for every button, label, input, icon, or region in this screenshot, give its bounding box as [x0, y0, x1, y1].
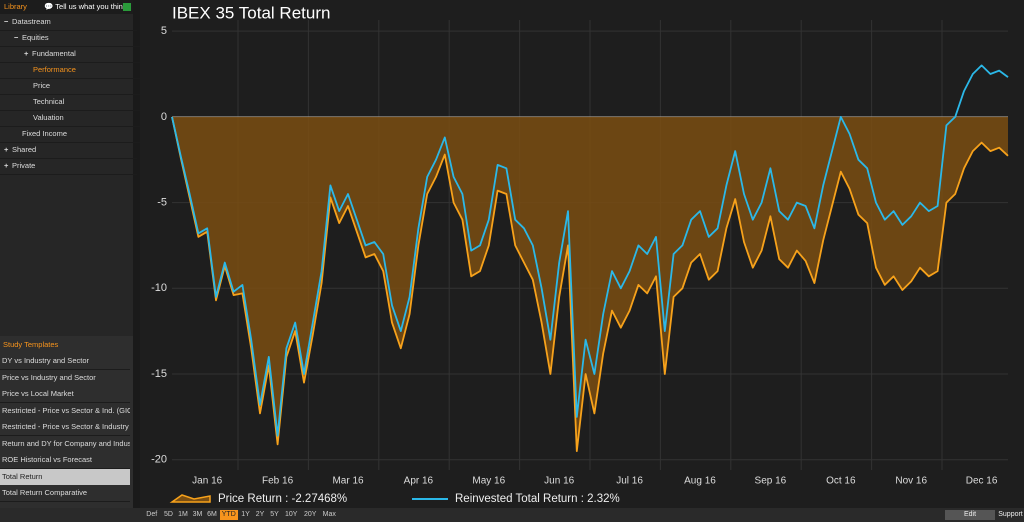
x-tick-label: Oct 16 [826, 476, 856, 487]
x-tick-label: Feb 16 [262, 476, 294, 487]
legend-swatch [169, 494, 211, 503]
template-item[interactable]: Price vs Industry and Sector [0, 369, 130, 387]
y-tick-label: -5 [157, 196, 167, 208]
x-tick-label: Aug 16 [684, 476, 716, 487]
x-tick-label: Jun 16 [544, 476, 574, 487]
x-tick-label: Jan 16 [192, 476, 222, 487]
y-tick-label: 5 [161, 25, 167, 37]
feedback-link[interactable]: 💬 Tell us what you think [44, 2, 127, 11]
template-item[interactable]: ROE Historical vs Forecast [0, 452, 130, 469]
template-item[interactable]: DY vs Industry and Sector [0, 353, 130, 370]
x-tick-label: Sep 16 [755, 476, 787, 487]
tree-label[interactable]: Fundamental [32, 49, 76, 58]
x-tick-label: Dec 16 [966, 476, 998, 487]
line [171, 116, 1009, 452]
legend-label: Reinvested Total Return : 2.32% [455, 493, 620, 505]
study-templates: Study Templates DY vs Industry and Secto… [0, 336, 133, 508]
x-tick-label: Apr 16 [404, 476, 434, 487]
period-button[interactable]: Max [322, 511, 336, 518]
tree-label[interactable]: Private [12, 161, 36, 170]
feedback-text[interactable]: Tell us what you think [55, 2, 127, 11]
template-item[interactable]: Total Return [0, 468, 130, 486]
tree-label[interactable]: Shared [12, 145, 37, 154]
area [172, 116, 1008, 452]
template-item[interactable]: Return and DY for Company and Industry [0, 435, 130, 453]
tree-label[interactable]: Technical [33, 97, 65, 106]
y-tick-label: 0 [161, 111, 167, 123]
template-item[interactable]: Total Return Comparative [0, 485, 130, 502]
period-button[interactable]: 20Y [304, 511, 317, 518]
x-tick-label: May 16 [472, 476, 505, 487]
tree-item[interactable]: Fixed Income [0, 126, 155, 143]
period-button[interactable]: 1Y [241, 511, 250, 518]
chart: IBEX 35 Total Return ‹ › 50-5-10-15-20Ja… [140, 0, 1024, 508]
legend-label: Price Return : -2.27468% [218, 493, 347, 505]
period-button[interactable]: 10Y [285, 511, 298, 518]
sidebar: Library 💬 Tell us what you think − Datast… [0, 0, 166, 508]
tree-item[interactable]: + Shared [0, 142, 137, 159]
tree-label[interactable]: Price [33, 81, 51, 90]
tree-item[interactable]: Technical [0, 94, 166, 111]
edit-button[interactable]: Edit [945, 510, 995, 520]
tree-label[interactable]: Performance [33, 65, 76, 74]
period-button[interactable]: 3M [192, 511, 203, 518]
y-tick-label: -10 [151, 282, 167, 294]
tree-item[interactable]: Valuation [0, 110, 166, 127]
tree-item[interactable]: Performance [0, 62, 166, 79]
period-button[interactable]: 6M [207, 511, 217, 518]
x-tick-label: Nov 16 [895, 476, 927, 487]
period-button[interactable]: 5D [164, 511, 173, 518]
period-button[interactable]: 2Y [255, 511, 265, 518]
period-button[interactable]: 1M [178, 511, 188, 518]
tree-label[interactable]: Equities [22, 33, 49, 42]
tree-item[interactable]: Price [0, 78, 166, 95]
support-button[interactable]: Support [998, 511, 1023, 518]
x-tick-label: Mar 16 [332, 476, 364, 487]
template-item[interactable]: Restricted - Price vs Sector & Ind. (GIC… [0, 402, 130, 420]
template-item[interactable]: Price vs Local Market [0, 386, 130, 403]
tree-item[interactable]: + Fundamental [0, 46, 157, 63]
tree-label[interactable]: Fixed Income [22, 129, 68, 138]
x-tick-label: Jul 16 [616, 476, 643, 487]
y-tick-label: -15 [151, 368, 167, 380]
tree-label[interactable]: Valuation [33, 113, 64, 122]
tree-item[interactable]: − Datastream [0, 14, 137, 31]
template-item[interactable]: Restricted - Price vs Sector & Industry … [0, 419, 130, 436]
library-title[interactable]: Library [4, 2, 27, 11]
toolbar: Edit Support Def 5D 1M 3M 6M YTD 1Y 2Y 5Y 10Y 20Y M… [0, 508, 1024, 522]
study-templates-title: Study Templates [3, 340, 59, 349]
period-button[interactable]: 5Y [270, 511, 279, 518]
line [171, 64, 1009, 437]
chart-title: IBEX 35 Total Return [172, 3, 330, 22]
tree-item[interactable]: + Private [0, 158, 137, 175]
tree-label[interactable]: Datastream [12, 17, 51, 26]
period-button[interactable]: YTD [220, 510, 238, 520]
tree-item[interactable]: − Equities [0, 30, 147, 47]
period-button[interactable]: Def [146, 511, 158, 518]
y-tick-label: -20 [151, 454, 167, 466]
library-header: Library 💬 Tell us what you think [0, 0, 133, 14]
expand-icon[interactable] [123, 3, 131, 11]
